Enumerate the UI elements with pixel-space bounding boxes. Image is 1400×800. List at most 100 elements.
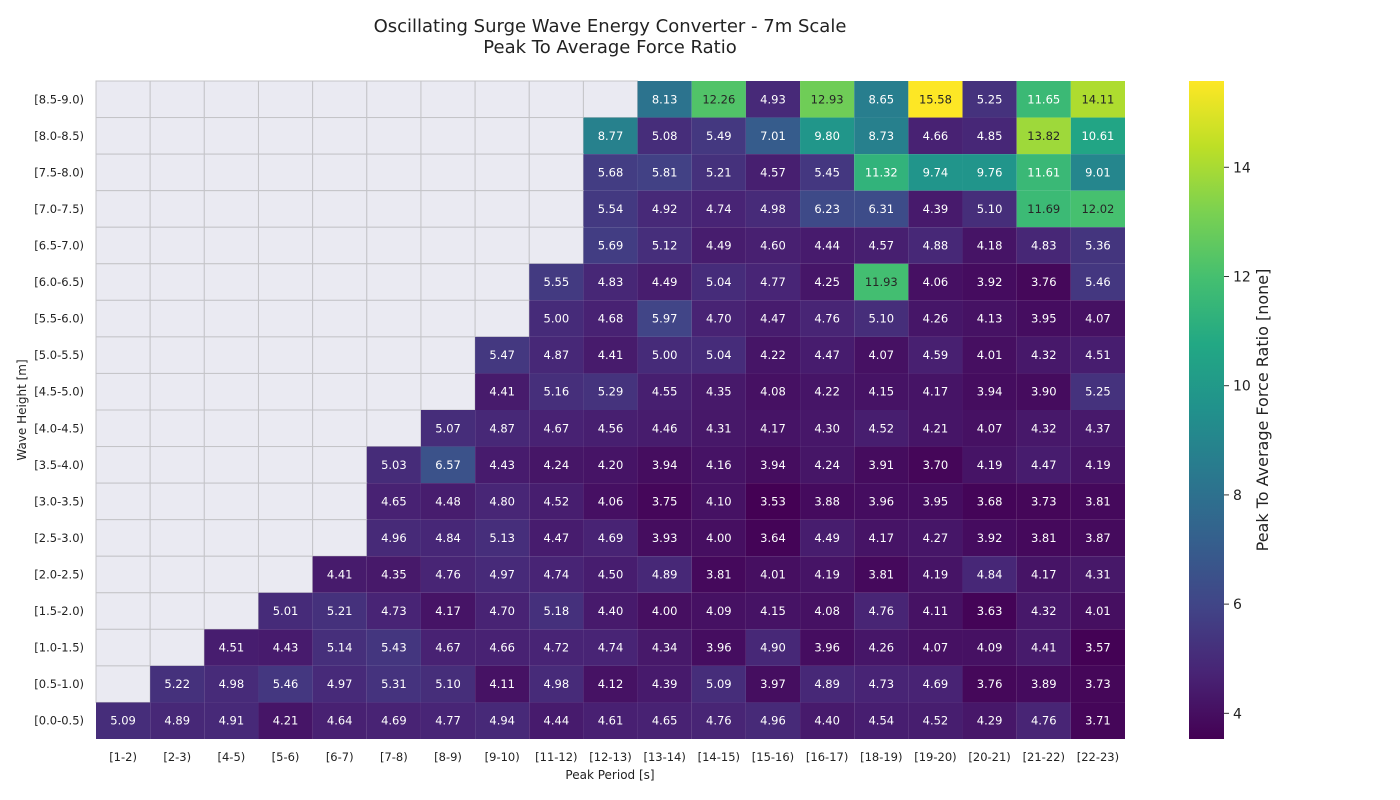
heatmap-cell: [800, 446, 855, 484]
heatmap-cell: [908, 556, 963, 593]
heatmap-cell: [962, 336, 1017, 374]
heatmap-cell-label: 4.84: [977, 568, 1003, 582]
heatmap-cell-label: 4.90: [760, 641, 786, 655]
heatmap-cell: [583, 190, 638, 228]
heatmap-cell-empty: [149, 555, 205, 594]
heatmap-cell: [1016, 117, 1071, 155]
heatmap-cell-empty: [149, 372, 205, 411]
heatmap-cell: [908, 519, 963, 557]
heatmap-cell-empty: [528, 117, 584, 155]
heatmap-cell: [962, 592, 1017, 630]
heatmap-cell: [312, 665, 367, 703]
heatmap-cell-label: 4.37: [1085, 421, 1111, 435]
heatmap-cell-label: 4.07: [1085, 312, 1111, 326]
heatmap-cell-label: 3.57: [1085, 641, 1111, 655]
heatmap-cell: [1070, 702, 1125, 739]
heatmap-cell-label: 4.13: [977, 312, 1003, 326]
heatmap-cell: [800, 373, 855, 410]
heatmap-cell-label: 3.88: [814, 494, 840, 508]
heatmap-cell-label: 4.24: [544, 458, 570, 472]
heatmap-cell-empty: [95, 482, 151, 521]
heatmap-cell-label: 4.96: [381, 531, 407, 545]
heatmap-cell-label: 5.49: [706, 129, 732, 143]
heatmap-cell: [800, 190, 855, 228]
heatmap-cell-empty: [366, 299, 422, 338]
heatmap-cell-label: 4.18: [977, 239, 1003, 253]
heatmap-cell-empty: [203, 482, 259, 521]
heatmap-cell-label: 3.91: [868, 458, 894, 472]
heatmap-cell-label: 4.70: [489, 604, 515, 618]
heatmap-cell-label: 8.73: [868, 129, 894, 143]
heatmap-cell: [854, 263, 909, 301]
heatmap-cell-label: 5.97: [652, 312, 678, 326]
heatmap-cell-label: 4.49: [706, 239, 732, 253]
heatmap-cell: [854, 81, 909, 118]
heatmap-cell-label: 3.89: [1031, 677, 1057, 691]
heatmap-cell: [366, 702, 421, 739]
heatmap-cell: [583, 117, 638, 155]
heatmap-cell-label: 4.17: [923, 385, 949, 399]
heatmap-cell-label: 5.21: [327, 604, 353, 618]
heatmap-cell-label: 4.00: [652, 604, 678, 618]
heatmap-cell: [637, 263, 692, 301]
heatmap-cell-empty: [149, 153, 205, 192]
heatmap-cell-empty: [95, 117, 151, 155]
heatmap-cell-label: 5.46: [273, 677, 299, 691]
heatmap-cell-label: 3.64: [760, 531, 786, 545]
heatmap-cell-empty: [203, 263, 259, 301]
heatmap-cell: [691, 483, 746, 520]
heatmap-cell-empty: [203, 226, 259, 265]
heatmap-cell-label: 3.92: [977, 531, 1003, 545]
heatmap-cell: [637, 190, 692, 228]
heatmap-cell-empty: [474, 153, 530, 192]
y-tick-label: [3.0-3.5): [34, 494, 84, 508]
heatmap-cell: [854, 336, 909, 374]
heatmap-cell: [691, 300, 746, 337]
heatmap-cell-empty: [312, 482, 368, 521]
heatmap-cell: [475, 665, 530, 703]
heatmap-cell: [745, 629, 801, 666]
heatmap-cell: [1070, 519, 1125, 557]
heatmap-cell-label: 4.57: [760, 165, 786, 179]
heatmap-cell: [366, 446, 421, 484]
heatmap-cell-empty: [528, 80, 584, 119]
heatmap-cell-empty: [149, 190, 205, 228]
heatmap-cell: [908, 446, 963, 484]
heatmap-cell-empty: [95, 628, 151, 667]
heatmap-cell-label: 13.82: [1027, 129, 1060, 143]
heatmap-cell-label: 4.69: [381, 714, 407, 728]
heatmap-cell: [637, 483, 692, 520]
heatmap-cell: [854, 519, 909, 557]
heatmap-cell-label: 5.07: [435, 421, 461, 435]
heatmap-cell-empty: [257, 372, 314, 411]
heatmap-cell: [583, 373, 638, 410]
heatmap-cell: [1070, 300, 1125, 337]
heatmap-cell-empty: [203, 299, 259, 338]
chart-title: Oscillating Surge Wave Energy Converter …: [374, 16, 847, 37]
heatmap-cell-label: 3.97: [760, 677, 786, 691]
heatmap-cell: [908, 702, 963, 739]
heatmap-cell-label: 4.76: [435, 568, 461, 582]
heatmap-cell-label: 4.87: [544, 348, 570, 362]
heatmap-cell: [691, 190, 746, 228]
heatmap-cell-empty: [312, 117, 368, 155]
heatmap-cell: [962, 702, 1017, 739]
heatmap-cell: [583, 336, 638, 374]
heatmap-cell: [854, 410, 909, 447]
heatmap-cell: [800, 154, 855, 191]
heatmap-cell-empty: [582, 80, 639, 119]
heatmap-cell-label: 4.22: [814, 385, 840, 399]
heatmap-cell: [745, 483, 801, 520]
heatmap-cell: [1016, 373, 1071, 410]
heatmap-cell-label: 4.47: [1031, 458, 1057, 472]
heatmap-cell: [475, 519, 530, 557]
heatmap-cell: [691, 556, 746, 593]
heatmap-cell: [962, 446, 1017, 484]
heatmap-cell-label: 5.31: [381, 677, 407, 691]
heatmap-cell-label: 4.10: [706, 494, 732, 508]
heatmap-cell: [962, 263, 1017, 301]
heatmap-cell: [962, 117, 1017, 155]
heatmap-cell: [854, 702, 909, 739]
heatmap-cell-label: 11.32: [865, 165, 898, 179]
heatmap-cell-label: 5.01: [273, 604, 299, 618]
